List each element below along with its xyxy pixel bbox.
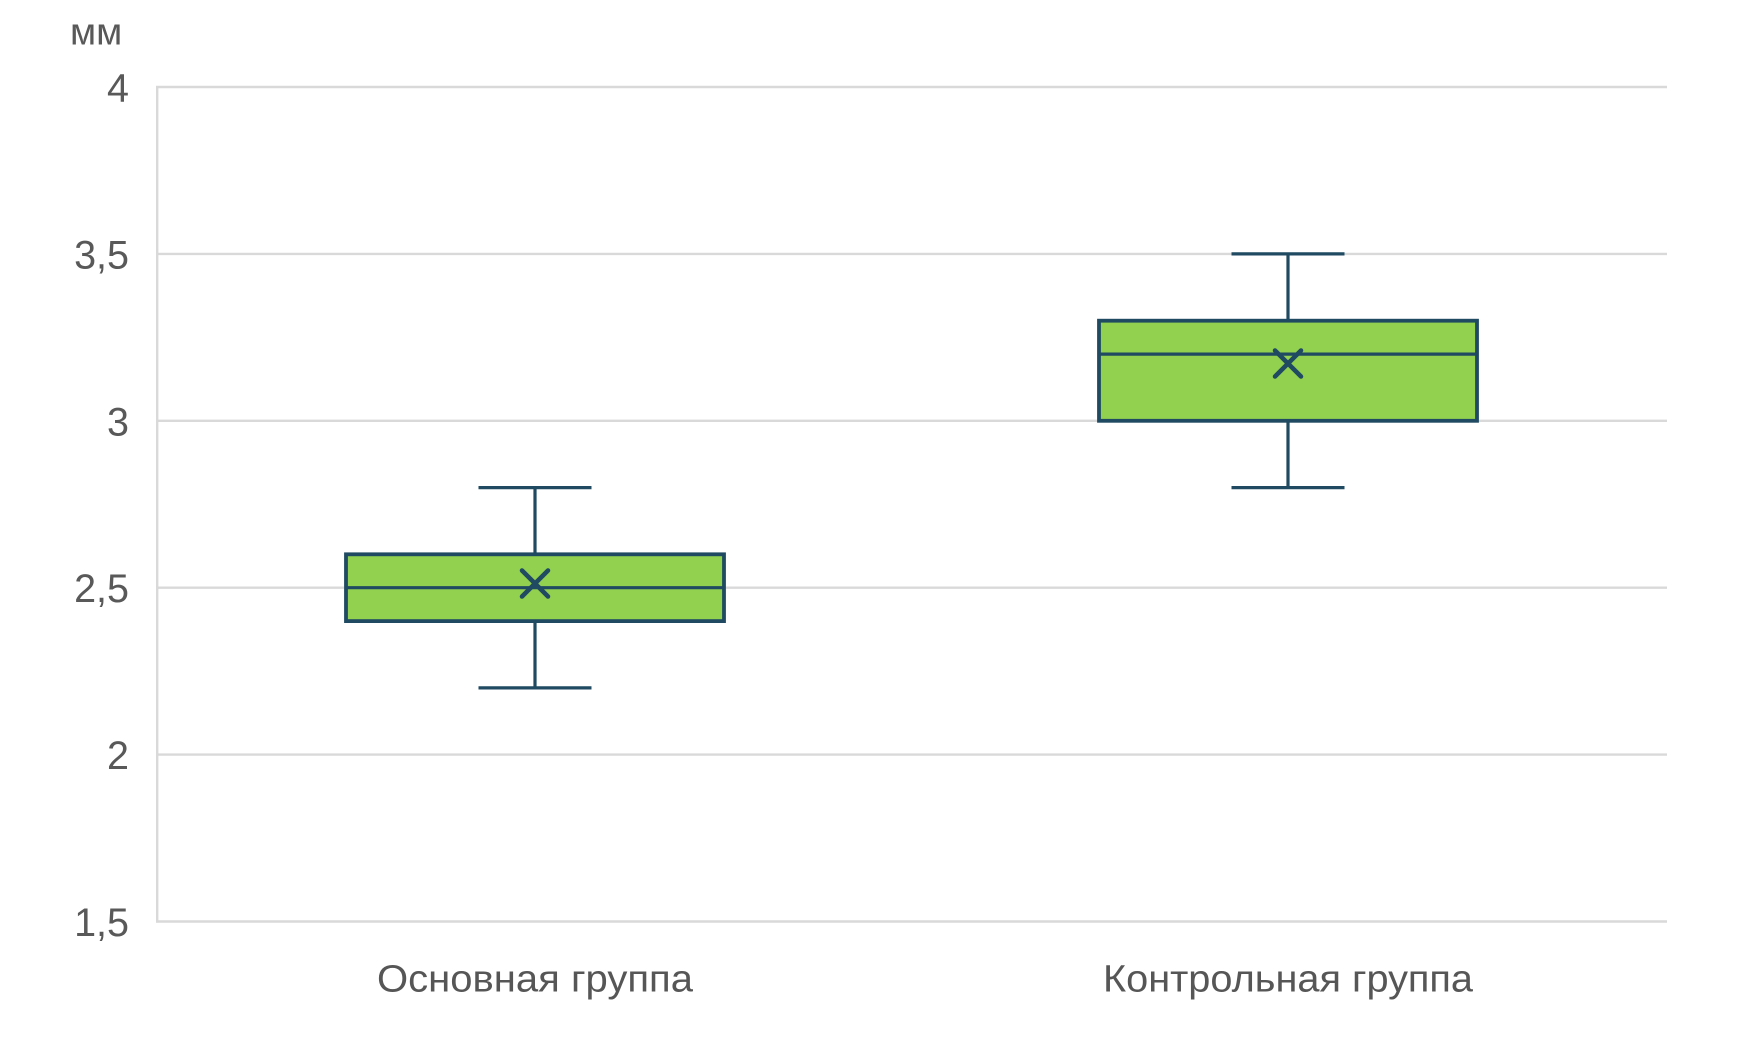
svg-text:Основная группа: Основная группа — [377, 959, 694, 1001]
svg-text:1,5: 1,5 — [74, 901, 129, 945]
svg-text:2,5: 2,5 — [74, 567, 129, 611]
svg-text:Контрольная группа: Контрольная группа — [1103, 959, 1474, 1001]
svg-text:3: 3 — [107, 400, 129, 444]
svg-text:4: 4 — [107, 67, 129, 111]
svg-text:мм: мм — [70, 12, 122, 54]
svg-text:2: 2 — [107, 734, 129, 778]
svg-text:3,5: 3,5 — [74, 233, 129, 277]
